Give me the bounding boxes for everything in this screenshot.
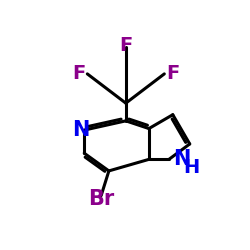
Text: N: N — [72, 120, 90, 140]
Text: N: N — [173, 148, 190, 169]
Text: F: F — [166, 64, 180, 84]
Text: H: H — [183, 158, 199, 176]
Text: F: F — [119, 36, 132, 55]
Text: Br: Br — [88, 189, 114, 209]
Text: F: F — [72, 64, 85, 84]
